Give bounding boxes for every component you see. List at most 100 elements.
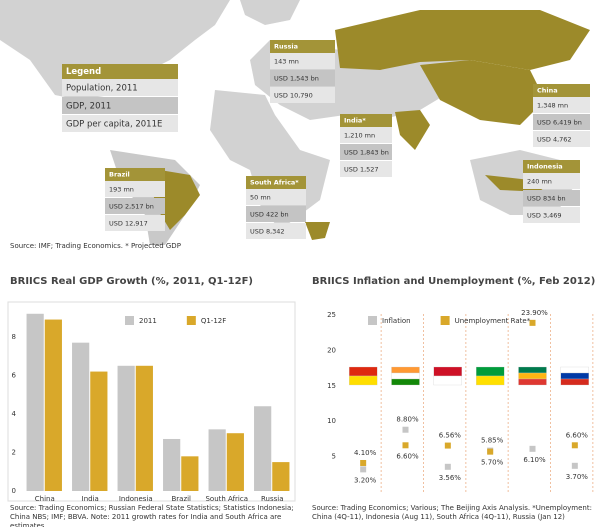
dot	[360, 466, 367, 473]
x-tick-label: China	[35, 495, 55, 503]
value-label: 6.10%	[523, 456, 546, 464]
x-tick-label: India	[82, 495, 99, 503]
callout-title: Indonesia	[527, 163, 563, 171]
dot	[571, 462, 578, 469]
plot-frame	[7, 301, 296, 502]
value-label: 5.70%	[481, 459, 504, 467]
bar	[135, 365, 153, 491]
flag	[560, 366, 589, 374]
callout-title: Russia	[274, 43, 298, 51]
flag	[433, 366, 462, 377]
callout-row	[340, 144, 392, 160]
callout-value: USD 422 bn	[250, 211, 289, 219]
flag	[391, 372, 420, 380]
dot	[444, 442, 451, 449]
flag	[349, 375, 378, 386]
value-label: 8.80%	[396, 416, 419, 424]
value-label: 23.90%	[521, 309, 548, 317]
callout-value: USD 8,342	[250, 228, 285, 236]
value-label: 4.10%	[354, 449, 377, 457]
value-label: 6.60%	[396, 452, 419, 460]
callout-title: India*	[344, 117, 366, 125]
chart-source: Source: Trading Economics; Various; The …	[312, 504, 592, 521]
callout-header	[62, 64, 178, 79]
callout-row	[270, 53, 335, 69]
callout-value: USD 1,527	[344, 166, 379, 174]
callout-title: Legend	[66, 67, 101, 77]
bar	[90, 371, 108, 491]
dot	[402, 442, 409, 449]
dot	[402, 426, 409, 433]
callout-row	[246, 189, 306, 205]
legend-label: Inflation	[382, 317, 411, 325]
x-tick-label: Russia	[261, 495, 284, 503]
callout-value: USD 6,419 bn	[537, 119, 582, 127]
flag	[560, 378, 589, 386]
value-label: 3.70%	[566, 473, 589, 481]
y-tick-label: 0	[12, 487, 16, 495]
flag	[476, 366, 505, 377]
dot	[529, 445, 536, 452]
callout-title: South Africa*	[250, 179, 299, 187]
flag	[518, 378, 547, 386]
callout-value: 193 mn	[109, 186, 134, 194]
callout-value: 143 mn	[274, 58, 299, 66]
value-label: 5.85%	[481, 437, 504, 445]
value-label: 6.60%	[566, 431, 589, 439]
chart-title: BRIICS Inflation and Unemployment (%, Fe…	[312, 276, 596, 287]
map-source: Source: IMF; Trading Economics. * Projec…	[10, 242, 181, 250]
callout-value: USD 1,843 bn	[344, 149, 389, 157]
y-tick-label: 5	[332, 453, 336, 461]
legend-swatch	[125, 316, 134, 325]
callout-row	[105, 181, 165, 197]
callout-row	[523, 173, 580, 189]
callout-value: 1,210 mn	[344, 132, 375, 140]
legend-label: Unemployment Rate*	[455, 317, 531, 325]
bar	[26, 313, 44, 491]
callout-row	[62, 79, 178, 96]
y-tick-label: 15	[327, 382, 336, 390]
dot	[444, 463, 451, 470]
value-label: 3.56%	[439, 474, 462, 482]
callout-header	[270, 40, 335, 53]
legend-swatch	[440, 316, 450, 325]
y-tick-label: 20	[327, 346, 336, 354]
callout-title: Brazil	[109, 171, 130, 179]
callout-row	[523, 207, 580, 223]
x-tick-label: Brazil	[171, 495, 191, 503]
flag	[391, 378, 420, 386]
bar	[208, 429, 226, 491]
bar	[272, 462, 290, 491]
dot	[529, 319, 536, 326]
flag	[518, 366, 547, 374]
callout-header	[246, 176, 306, 189]
callout-value: USD 4,762	[537, 136, 572, 144]
callout-row	[62, 115, 178, 132]
y-tick-label: 4	[12, 410, 17, 418]
flag	[391, 366, 420, 374]
flag	[518, 372, 547, 380]
callout-value: USD 3,469	[527, 212, 562, 220]
callout-row	[270, 87, 335, 103]
callout-title: China	[537, 87, 558, 95]
flag	[476, 375, 505, 386]
y-tick-label: 10	[327, 417, 336, 425]
callout-row	[246, 206, 306, 222]
bar	[117, 365, 135, 491]
chart-source: Source: Trading Economics; Russian Feder…	[10, 504, 294, 527]
callout-value: USD 834 bn	[527, 195, 566, 203]
callout-value: 240 mn	[527, 178, 552, 186]
legend-label: 2011	[139, 317, 157, 325]
dot	[360, 459, 367, 466]
dot	[571, 442, 578, 449]
callout-header	[340, 114, 392, 127]
callout-row	[340, 161, 392, 177]
callout-header	[533, 84, 590, 97]
legend-label: Q1-12F	[201, 317, 226, 325]
callout-row	[523, 190, 580, 206]
y-tick-label: 2	[12, 448, 16, 456]
value-label: 3.20%	[354, 476, 377, 484]
callout-value: USD 10,790	[274, 92, 313, 100]
callout-row	[105, 198, 165, 214]
